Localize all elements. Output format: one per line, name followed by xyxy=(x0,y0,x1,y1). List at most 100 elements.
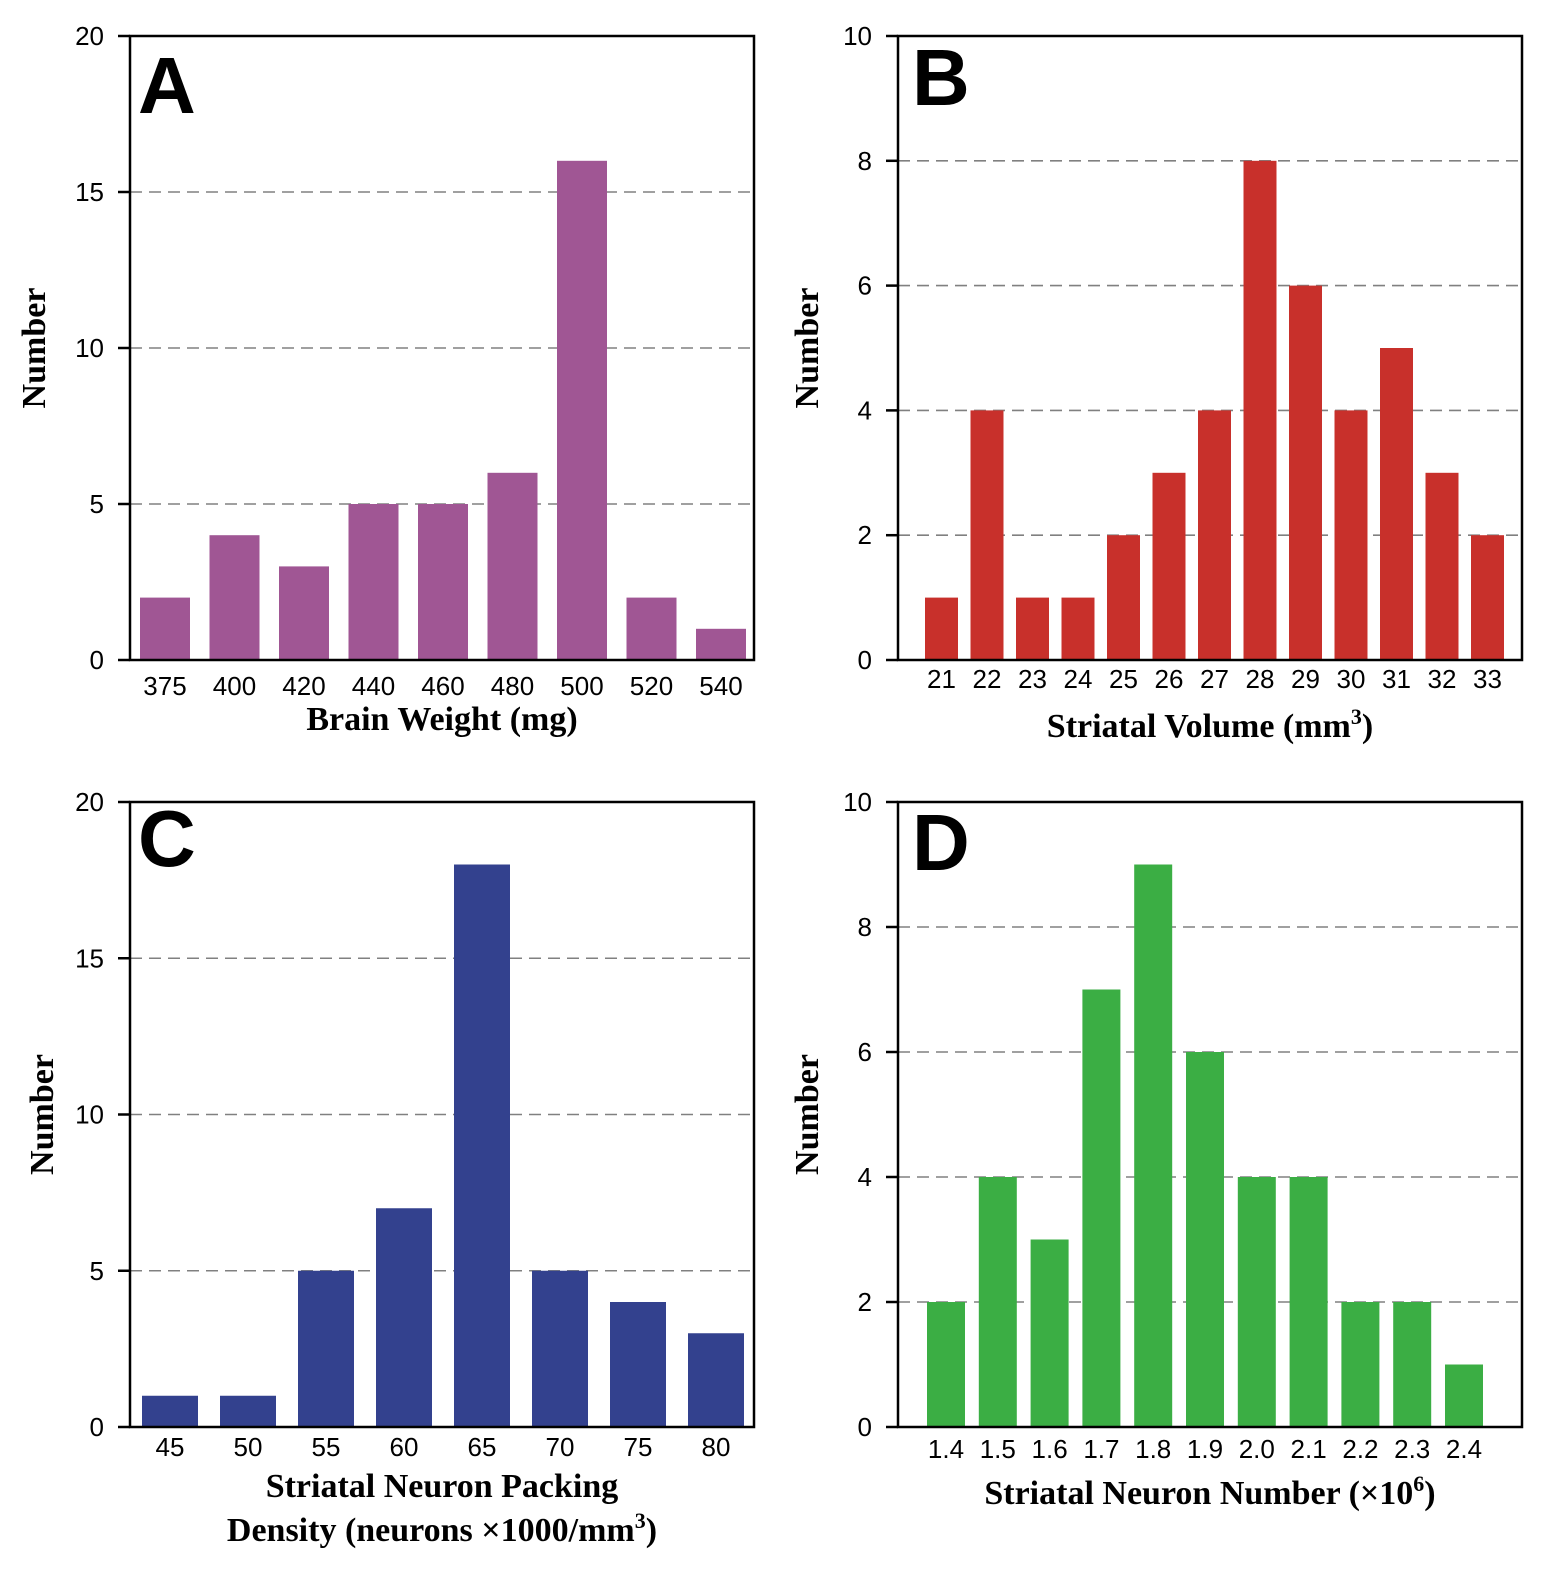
x-axis-title-sup: 6 xyxy=(1413,1471,1424,1496)
x-tick-label: 45 xyxy=(156,1432,185,1462)
bar xyxy=(1016,597,1049,660)
bar xyxy=(1471,535,1504,660)
bar xyxy=(220,1395,276,1427)
y-tick-label: 10 xyxy=(843,787,872,817)
x-tick-label: 28 xyxy=(1246,664,1275,694)
x-tick-label: 1.9 xyxy=(1187,1434,1223,1464)
x-tick-label: 2.0 xyxy=(1239,1434,1275,1464)
bar xyxy=(688,1333,744,1427)
x-axis-title: Brain Weight (mg) xyxy=(306,701,577,738)
bar xyxy=(696,628,746,660)
x-axis-title-text: Striatal Volume (mm xyxy=(1047,708,1351,745)
x-tick-label: 75 xyxy=(624,1432,653,1462)
bar xyxy=(557,160,607,661)
bar xyxy=(978,1177,1017,1427)
x-tick-label: 50 xyxy=(234,1432,263,1462)
x-tick-label: 420 xyxy=(282,671,325,701)
y-tick-label: 10 xyxy=(75,1100,104,1130)
x-tick-label: 2.3 xyxy=(1394,1434,1430,1464)
y-tick-label: 5 xyxy=(90,489,104,519)
y-tick-label: 4 xyxy=(858,1162,872,1192)
x-axis-title-end: ) xyxy=(1424,1475,1435,1512)
y-axis-title: Number xyxy=(789,1054,826,1175)
bar xyxy=(1198,410,1231,660)
bar xyxy=(348,504,399,660)
y-axis-title: Number xyxy=(24,1054,61,1175)
y-tick-label: 15 xyxy=(75,177,104,207)
bar xyxy=(1243,160,1277,661)
x-axis-title-sup: 3 xyxy=(635,1508,646,1533)
y-tick-label: 0 xyxy=(858,645,872,675)
bar xyxy=(1341,1302,1380,1427)
y-tick-label: 15 xyxy=(75,943,104,973)
plot-frame xyxy=(128,800,756,1429)
x-tick-label: 65 xyxy=(468,1432,497,1462)
bar xyxy=(1082,989,1121,1427)
y-tick-label: 4 xyxy=(858,395,872,425)
bar xyxy=(1289,1177,1328,1427)
y-tick-label: 10 xyxy=(843,21,872,51)
x-tick-label: 2.2 xyxy=(1342,1434,1378,1464)
x-tick-label: 1.5 xyxy=(980,1434,1016,1464)
panel-letter: A xyxy=(138,41,196,130)
bar xyxy=(1134,864,1173,1427)
bar xyxy=(1186,1052,1224,1427)
y-tick-label: 0 xyxy=(858,1412,872,1442)
x-tick-label: 55 xyxy=(312,1432,341,1462)
x-tick-label: 1.6 xyxy=(1032,1434,1068,1464)
y-tick-label: 6 xyxy=(858,271,872,301)
y-tick-label: 8 xyxy=(858,912,872,942)
bar xyxy=(532,1270,588,1427)
x-tick-label: 2.1 xyxy=(1291,1434,1327,1464)
y-tick-label: 20 xyxy=(75,787,104,817)
panel-d: 0 2 4 6 8 10 1.4 1.5 1.6 1.7 1.8 1.9 2.0 2.1 2.2 2.3 2.4… xyxy=(789,787,1524,1512)
bar xyxy=(454,864,510,1427)
x-tick-label: 31 xyxy=(1382,664,1411,694)
bar xyxy=(1152,472,1186,660)
x-tick-label: 30 xyxy=(1337,664,1366,694)
bar xyxy=(418,504,468,660)
plot-frame xyxy=(128,34,756,662)
bar xyxy=(610,1302,666,1427)
panel-letter: D xyxy=(912,798,970,887)
x-tick-label: 33 xyxy=(1473,664,1502,694)
x-axis-title-text: Density (neurons ×1000/mm xyxy=(227,1512,635,1549)
bar xyxy=(298,1270,354,1427)
x-tick-label: 22 xyxy=(973,664,1002,694)
x-tick-label: 2.4 xyxy=(1446,1434,1482,1464)
x-tick-label: 440 xyxy=(352,671,395,701)
x-tick-label: 32 xyxy=(1428,664,1457,694)
y-axis-title: Number xyxy=(16,288,53,409)
panel-a: 0 5 10 15 20 375 400 420 440 460 480 500 520 540 A Numb… xyxy=(16,21,756,738)
x-tick-label: 24 xyxy=(1064,664,1093,694)
x-tick-label: 29 xyxy=(1291,664,1320,694)
bar xyxy=(1237,1177,1276,1427)
y-tick-label: 0 xyxy=(90,645,104,675)
bar xyxy=(927,1302,965,1427)
bar xyxy=(1445,1364,1483,1427)
x-axis-title: Striatal Neuron Number (×106) xyxy=(984,1471,1435,1512)
x-axis-title: Striatal Volume (mm3) xyxy=(1047,704,1373,745)
x-tick-label: 375 xyxy=(143,671,186,701)
x-tick-label: 26 xyxy=(1155,664,1184,694)
x-tick-label: 27 xyxy=(1200,664,1229,694)
bar xyxy=(279,566,329,660)
panel-letter: C xyxy=(138,794,196,883)
y-tick-label: 6 xyxy=(858,1037,872,1067)
y-tick-label: 8 xyxy=(858,146,872,176)
x-tick-label: 70 xyxy=(546,1432,575,1462)
x-tick-label: 480 xyxy=(491,671,534,701)
x-tick-label: 1.4 xyxy=(928,1434,964,1464)
panel-c: 0 5 10 15 20 45 50 55 60 65 70 75 80 C Number Striatal … xyxy=(24,787,756,1549)
y-tick-label: 10 xyxy=(75,333,104,363)
y-tick-label: 5 xyxy=(90,1256,104,1286)
x-axis-title-end: ) xyxy=(1362,708,1373,745)
bar xyxy=(1425,472,1459,660)
bar xyxy=(1334,410,1368,660)
x-tick-label: 500 xyxy=(560,671,603,701)
x-axis-title-text: Brain Weight (mg) xyxy=(306,701,577,738)
x-axis-title: Striatal Neuron Packing xyxy=(266,1468,619,1505)
x-axis-title-text: Striatal Neuron Number (×10 xyxy=(984,1475,1413,1512)
